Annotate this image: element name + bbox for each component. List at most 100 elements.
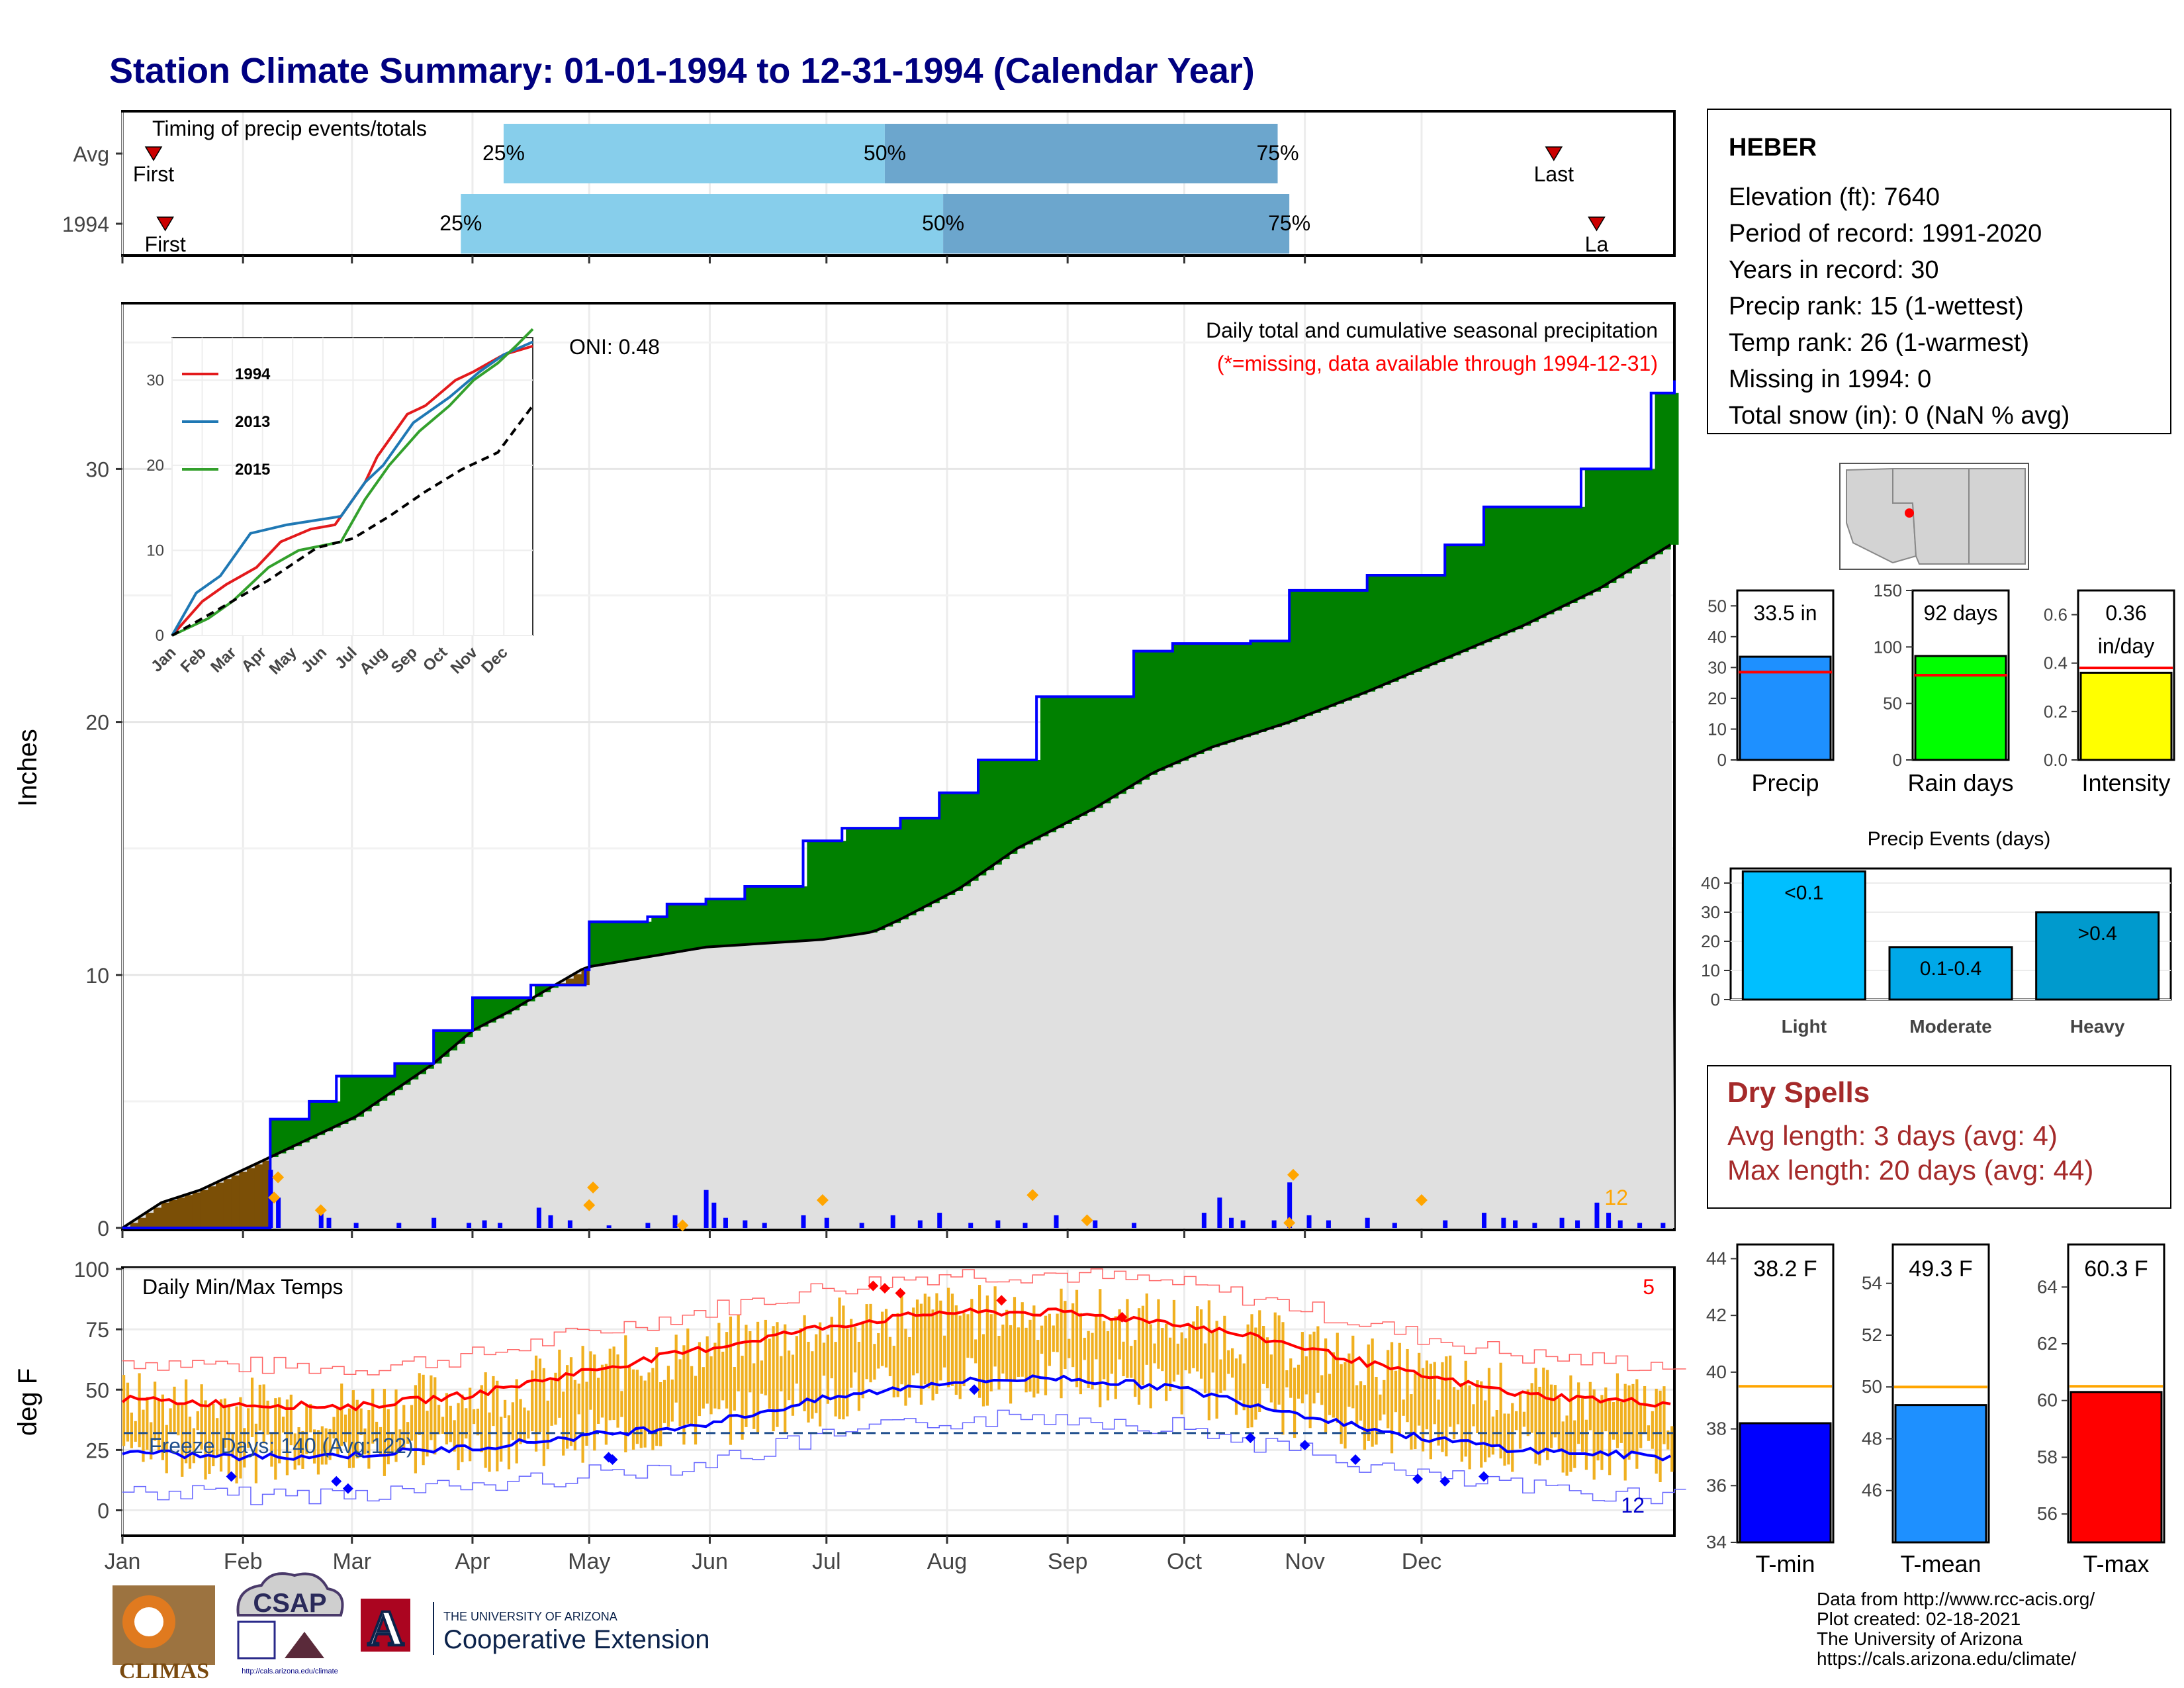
daily-temp-range-bar	[1453, 1387, 1456, 1440]
daily-temp-range-bar	[1429, 1364, 1432, 1460]
cumulative-diff-slice	[177, 1197, 185, 1228]
cumulative-diff-slice	[931, 818, 940, 904]
daily-temp-range-bar	[1246, 1324, 1250, 1429]
cumulative-diff-slice	[1281, 641, 1290, 725]
cumulative-diff-slice	[1118, 696, 1126, 794]
cumulative-diff-slice	[154, 1207, 162, 1228]
daily-precip-marker	[583, 1199, 596, 1211]
daily-temp-range-bar	[604, 1364, 608, 1445]
station-info-line: Period of record: 1991-2020	[1729, 220, 2042, 248]
daily-precip-marker	[1283, 1217, 1296, 1229]
daily-temp-range-bar	[472, 1409, 476, 1425]
daily-temp-range-bar	[608, 1348, 612, 1421]
daily-temp-range-bar	[1410, 1394, 1413, 1450]
daily-precip-bar	[1326, 1220, 1331, 1228]
daily-temp-range-bar	[383, 1389, 386, 1476]
timing-q25-q50-bar	[503, 124, 885, 183]
daily-temp-range-bar	[1340, 1364, 1343, 1444]
daily-temp-range-bar	[546, 1400, 549, 1450]
credit-line: Plot created: 02-18-2021	[1817, 1609, 2021, 1629]
daily-temp-range-bar	[465, 1408, 468, 1439]
daily-temp-range-bar	[803, 1315, 806, 1411]
daily-precip-bar	[1501, 1217, 1506, 1228]
daily-temp-range-bar	[461, 1394, 464, 1462]
daily-temp-range-bar	[196, 1411, 199, 1430]
cumulative-diff-slice	[301, 1119, 310, 1143]
daily-temp-range-bar	[1024, 1327, 1028, 1393]
daily-temp-range-bar	[1289, 1358, 1293, 1398]
cumulative-diff-slice	[1024, 759, 1033, 845]
daily-temp-range-bar	[1196, 1306, 1199, 1372]
daily-temp-range-bar	[702, 1367, 705, 1409]
daily-temp-range-bar	[1157, 1299, 1160, 1369]
daily-temp-range-bar	[682, 1345, 686, 1445]
mini-bar-chart-intensity: 0.0 0.2 0.4 0.6 0.36 in/day Intensity	[2044, 589, 2175, 796]
record-high-marker	[996, 1295, 1007, 1306]
daily-temp-range-bar	[826, 1335, 829, 1404]
temp-bar-chart-t-max: 56 58 60 62 64 60.3 F T-max	[2037, 1243, 2165, 1577]
daily-temp-range-bar	[881, 1311, 884, 1366]
daily-temp-range-bar	[993, 1286, 997, 1367]
temp-panel: 0 25 50 75 100 Daily Min/Max Temps Freeze Da…	[13, 1258, 1686, 1574]
cumulative-diff-slice	[1577, 506, 1586, 600]
daily-temp-range-bar	[892, 1345, 895, 1398]
temp-bar-ytick-label: 64	[2037, 1276, 2058, 1297]
daily-temp-range-bar	[1367, 1344, 1370, 1441]
cumulative-diff-slice	[1453, 545, 1461, 656]
daily-temp-range-bar	[1659, 1390, 1662, 1483]
temp-bar-value-label: 38.2 F	[1753, 1256, 1817, 1282]
daily-temp-range-bar	[274, 1398, 277, 1480]
daily-temp-range-bar	[243, 1428, 246, 1468]
events-bar-label: >0.4	[2078, 923, 2117, 945]
mini-bar-ytick-label: 0	[1893, 750, 1902, 770]
daily-temp-range-bar	[721, 1351, 725, 1401]
daily-temp-range-bar	[1390, 1342, 1394, 1454]
temp-bar-ytick-label: 50	[1862, 1376, 1882, 1397]
daily-temp-range-bar	[146, 1397, 149, 1450]
cumulative-diff-slice	[1468, 545, 1477, 649]
daily-temp-range-bar	[1009, 1325, 1013, 1404]
daily-temp-range-bar	[846, 1329, 849, 1417]
cumulative-diff-slice	[1289, 590, 1298, 722]
daily-precip-marker	[676, 1219, 689, 1232]
cumulative-diff-slice	[573, 974, 582, 986]
daily-temp-range-bar	[943, 1335, 946, 1368]
daily-temp-range-bar	[1168, 1337, 1172, 1391]
daily-precip-bar	[482, 1220, 487, 1228]
daily-temp-range-bar	[239, 1397, 242, 1479]
month-label: Dec	[1402, 1549, 1441, 1574]
cumulative-diff-slice	[604, 921, 614, 964]
daily-temp-range-bar	[1099, 1289, 1102, 1407]
events-bar-label: 0.1-0.4	[1920, 958, 1981, 980]
daily-temp-range-bar	[130, 1412, 133, 1448]
daily-temp-range-bar	[1604, 1387, 1608, 1432]
cumulative-diff-slice	[721, 899, 730, 947]
daily-temp-range-bar	[733, 1367, 736, 1411]
cumulative-diff-slice	[659, 916, 668, 955]
mini-bar-ytick-label: 0.0	[2044, 750, 2068, 770]
cumulative-diff-slice	[1546, 506, 1555, 615]
daily-temp-range-bar	[1161, 1328, 1164, 1372]
cumulative-diff-slice	[760, 886, 769, 944]
daily-precip-bar	[1201, 1213, 1206, 1228]
daily-temp-range-bar	[919, 1303, 923, 1405]
cumulative-diff-slice	[1258, 641, 1267, 732]
daily-temp-range-bar	[398, 1429, 402, 1452]
daily-temp-range-bar	[981, 1334, 985, 1407]
station-location-dot	[1905, 508, 1914, 518]
temp-bar-ytick-label: 38	[1706, 1419, 1727, 1439]
timing-quantile-label: 75%	[1257, 141, 1299, 165]
daily-temp-range-bar	[1215, 1321, 1218, 1419]
cumulative-diff-slice	[1079, 696, 1088, 816]
daily-temp-range-bar	[1238, 1354, 1242, 1401]
cumulative-diff-slice	[729, 899, 738, 946]
daily-precip-bar	[672, 1215, 678, 1228]
daily-temp-range-bar	[1375, 1376, 1378, 1445]
mini-bar-value	[2079, 671, 2173, 761]
daily-temp-range-bar	[686, 1328, 690, 1424]
temp-bar-ytick-label: 44	[1706, 1248, 1727, 1268]
daily-precip-marker	[314, 1204, 327, 1217]
temp-bar-value-label: 60.3 F	[2084, 1256, 2148, 1282]
record-low-marker	[342, 1483, 353, 1494]
daily-temp-range-bar	[223, 1398, 227, 1448]
